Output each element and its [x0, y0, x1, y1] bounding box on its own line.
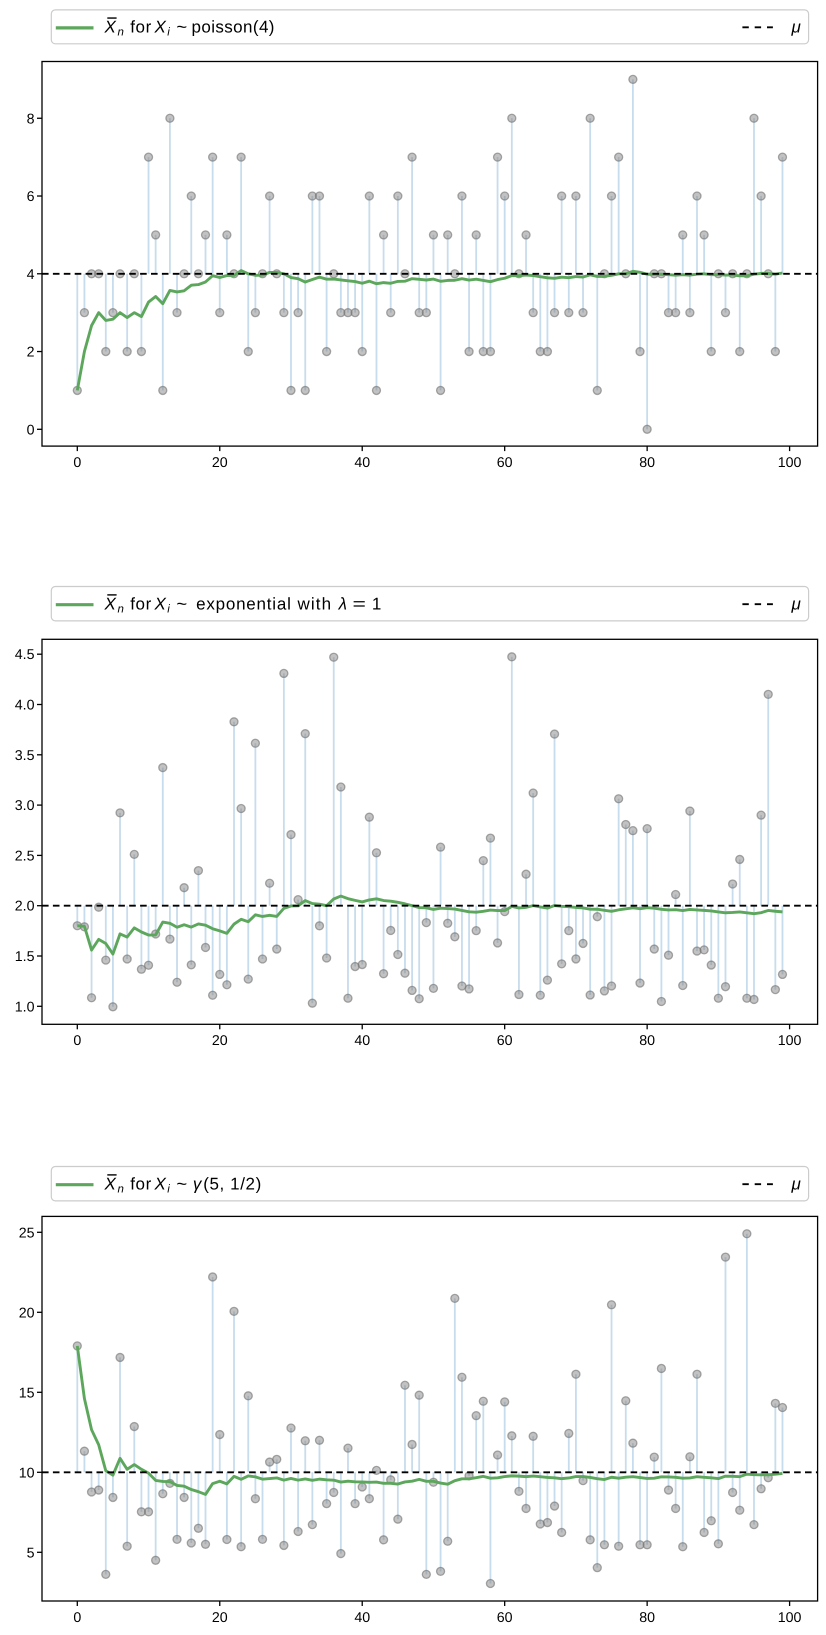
svg-text:40: 40: [354, 1610, 370, 1626]
svg-text:μ: μ: [791, 594, 802, 613]
svg-text:~: ~: [176, 18, 187, 37]
svg-text:i: i: [167, 27, 170, 39]
svg-text:X: X: [104, 594, 117, 613]
svg-text:X: X: [104, 18, 117, 37]
svg-text:100: 100: [778, 1610, 802, 1626]
svg-text:20: 20: [212, 455, 228, 471]
svg-text:(5, 1/2): (5, 1/2): [203, 1174, 262, 1193]
svg-text:i: i: [167, 1184, 170, 1196]
svg-text:8: 8: [27, 111, 35, 127]
svg-text:20: 20: [212, 1033, 228, 1049]
svg-text:100: 100: [778, 1033, 802, 1049]
svg-text:40: 40: [354, 455, 370, 471]
svg-text:60: 60: [497, 455, 513, 471]
svg-text:with: with: [297, 594, 333, 613]
svg-text:4.5: 4.5: [15, 647, 35, 663]
svg-text:20: 20: [19, 1305, 35, 1321]
svg-text:5: 5: [27, 1545, 35, 1561]
svg-text:15: 15: [19, 1385, 35, 1401]
svg-text:i: i: [167, 604, 170, 616]
svg-text:0: 0: [73, 1033, 81, 1049]
svg-text:80: 80: [639, 1033, 655, 1049]
svg-text:60: 60: [497, 1033, 513, 1049]
svg-text:1.5: 1.5: [15, 949, 35, 965]
svg-text:10: 10: [19, 1465, 35, 1481]
svg-text:2.0: 2.0: [15, 899, 35, 915]
svg-text:4: 4: [27, 267, 35, 283]
svg-text:X: X: [154, 1174, 167, 1193]
svg-text:~: ~: [176, 1174, 187, 1193]
svg-text:X: X: [104, 1174, 117, 1193]
svg-text:μ: μ: [791, 1174, 802, 1193]
svg-text:n: n: [118, 604, 124, 616]
svg-text:~: ~: [176, 594, 187, 613]
svg-text:1: 1: [372, 594, 381, 613]
svg-text:poisson(4): poisson(4): [192, 18, 275, 37]
svg-text:for: for: [130, 594, 152, 613]
svg-text:4.0: 4.0: [15, 698, 35, 714]
svg-text:n: n: [118, 27, 124, 39]
svg-text:3.5: 3.5: [15, 748, 35, 764]
svg-text:20: 20: [212, 1610, 228, 1626]
svg-text:80: 80: [639, 455, 655, 471]
svg-text:60: 60: [497, 1610, 513, 1626]
svg-text:2: 2: [27, 345, 35, 361]
svg-text:80: 80: [639, 1610, 655, 1626]
svg-text:for: for: [130, 18, 152, 37]
svg-text:exponential: exponential: [196, 594, 292, 613]
svg-text:n: n: [118, 1184, 124, 1196]
svg-text:λ: λ: [338, 594, 347, 613]
svg-text:25: 25: [19, 1225, 35, 1241]
svg-text:for: for: [130, 1174, 152, 1193]
svg-text:0: 0: [73, 1610, 81, 1626]
svg-text:6: 6: [27, 189, 35, 205]
svg-text:γ: γ: [193, 1174, 203, 1193]
svg-text:0: 0: [73, 455, 81, 471]
svg-text:40: 40: [354, 1033, 370, 1049]
svg-text:X: X: [154, 18, 167, 37]
svg-text:0: 0: [27, 422, 35, 438]
svg-text:X: X: [154, 594, 167, 613]
svg-text:3.0: 3.0: [15, 798, 35, 814]
svg-text:2.5: 2.5: [15, 848, 35, 864]
svg-text:=: =: [353, 594, 366, 613]
svg-text:100: 100: [778, 455, 802, 471]
svg-text:1.0: 1.0: [15, 999, 35, 1015]
svg-text:μ: μ: [791, 18, 802, 37]
